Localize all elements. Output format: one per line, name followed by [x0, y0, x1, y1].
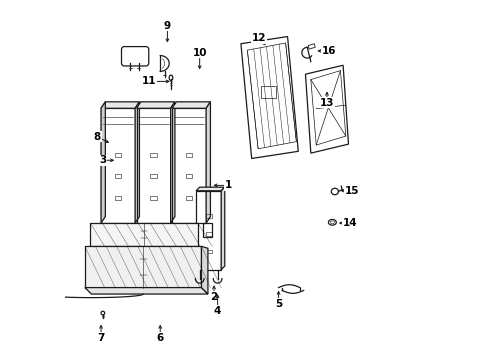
- Text: 8: 8: [94, 132, 101, 142]
- Polygon shape: [206, 102, 210, 223]
- Polygon shape: [136, 102, 175, 108]
- Text: 4: 4: [213, 306, 221, 316]
- Text: 3: 3: [99, 155, 106, 165]
- Polygon shape: [85, 288, 207, 294]
- Text: 1: 1: [224, 180, 231, 190]
- Text: 16: 16: [321, 46, 335, 56]
- Text: 14: 14: [342, 218, 357, 228]
- Text: 2: 2: [210, 292, 217, 302]
- Text: 11: 11: [142, 76, 156, 86]
- Text: 12: 12: [251, 33, 265, 43]
- Text: 9: 9: [163, 21, 171, 31]
- Polygon shape: [201, 246, 207, 294]
- Polygon shape: [101, 102, 139, 108]
- Polygon shape: [90, 223, 198, 246]
- Text: 6: 6: [156, 333, 163, 343]
- Polygon shape: [196, 187, 224, 191]
- Text: 5: 5: [274, 299, 282, 309]
- Polygon shape: [170, 102, 175, 223]
- Text: 15: 15: [344, 186, 359, 196]
- Text: 7: 7: [97, 333, 104, 343]
- Text: 10: 10: [192, 48, 206, 58]
- Polygon shape: [221, 187, 224, 270]
- Text: 13: 13: [319, 98, 333, 108]
- Polygon shape: [85, 246, 201, 288]
- Polygon shape: [135, 102, 139, 223]
- Polygon shape: [172, 102, 210, 108]
- Polygon shape: [101, 102, 105, 223]
